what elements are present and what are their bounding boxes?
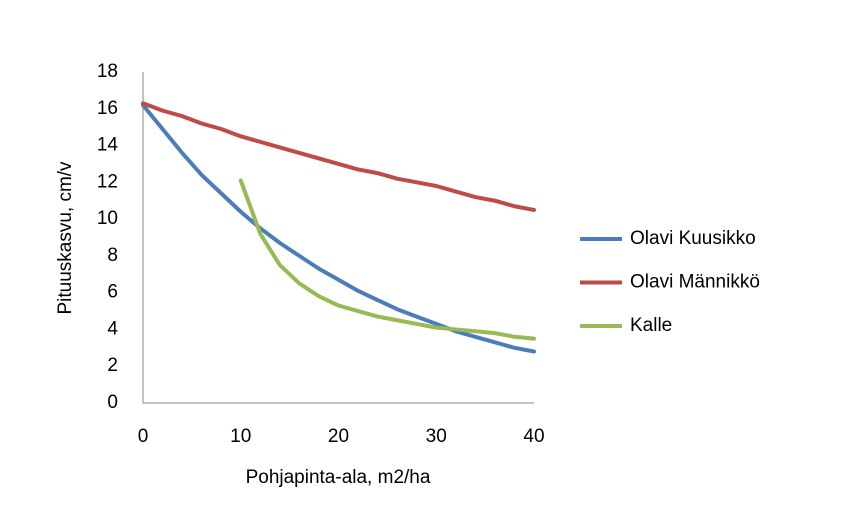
x-tick-label: 20 (328, 426, 349, 447)
y-tick-label: 4 (107, 318, 118, 339)
x-tick-label: 10 (230, 426, 251, 447)
y-tick-label: 10 (97, 208, 118, 229)
y-tick-label: 6 (107, 282, 118, 303)
y-tick-label: 18 (97, 61, 118, 82)
y-tick-label: 12 (97, 171, 118, 192)
x-tick-label: 0 (138, 426, 149, 447)
legend-label: Olavi Männikkö (630, 272, 760, 293)
x-tick-label: 30 (426, 426, 447, 447)
series-line (141, 101, 536, 212)
x-axis-title: Pohjapinta-ala, m2/ha (246, 467, 431, 488)
legend-label: Kalle (630, 315, 672, 336)
series-line (141, 103, 536, 354)
series-line (238, 178, 536, 341)
x-tick-label: 40 (523, 426, 544, 447)
y-tick-label: 14 (97, 135, 119, 156)
y-tick-label: 8 (107, 245, 118, 266)
y-tick-label: 2 (107, 355, 118, 376)
y-tick-label: 0 (107, 392, 118, 413)
legend-label: Olavi Kuusikko (630, 228, 756, 249)
y-tick-label: 16 (97, 98, 118, 119)
y-axis-title: Pituuskasvu, cm/v (55, 161, 76, 315)
